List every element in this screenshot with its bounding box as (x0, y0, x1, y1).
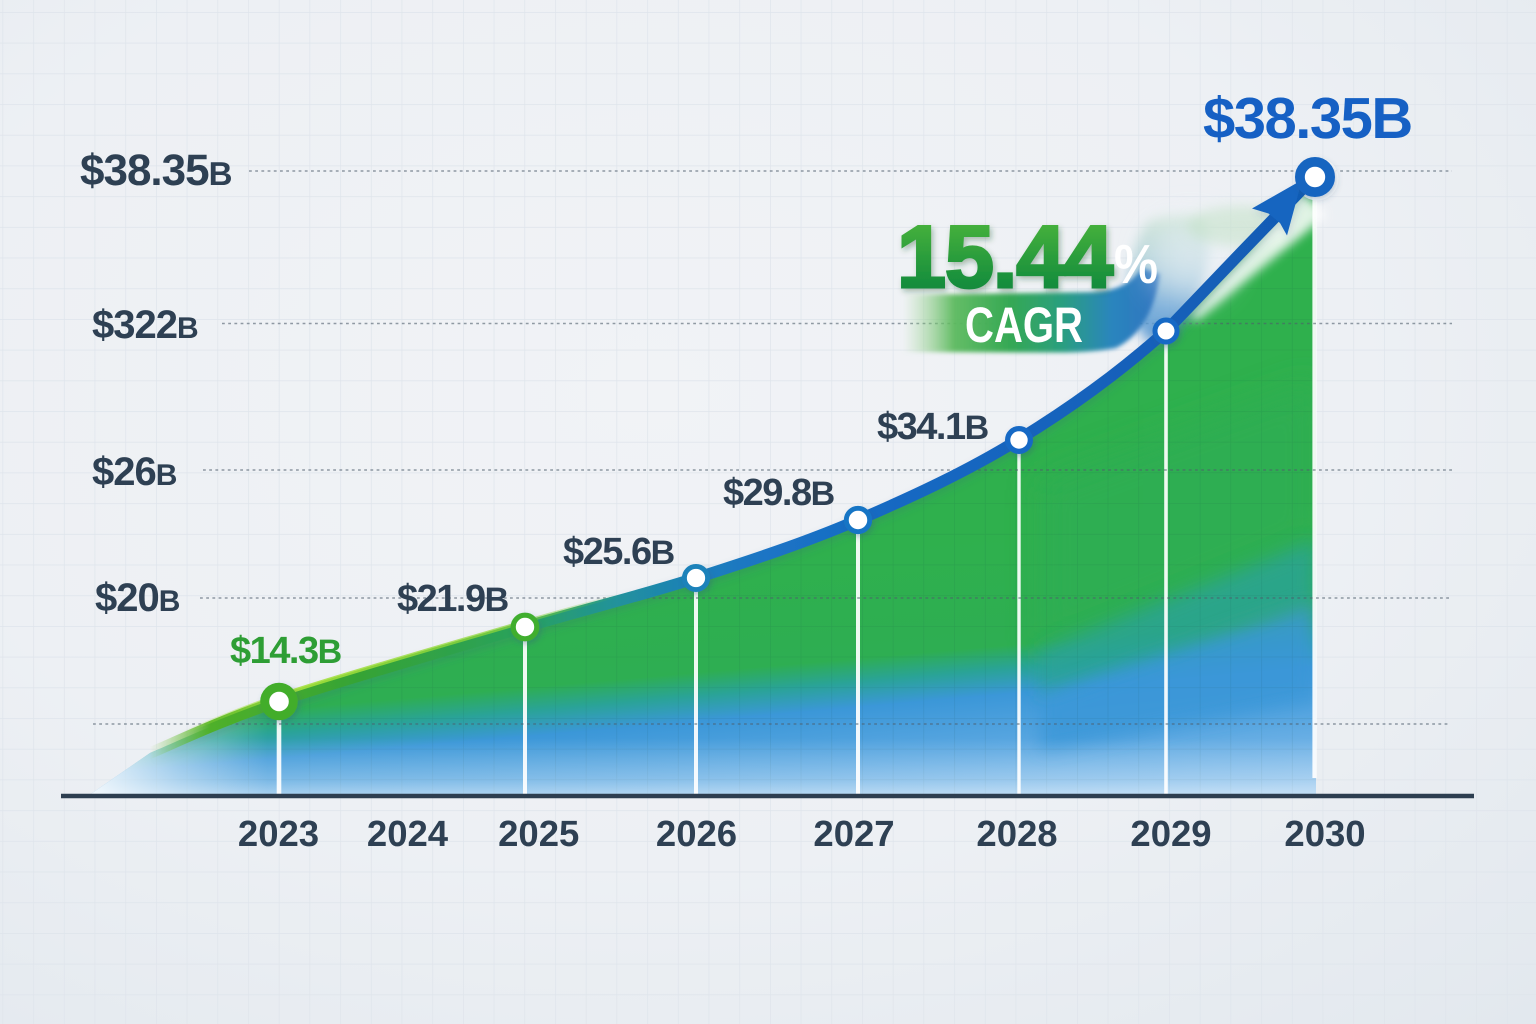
svg-text:2029: 2029 (1130, 813, 1211, 854)
svg-text:$38.35B: $38.35B (80, 146, 232, 195)
svg-text:2030: 2030 (1284, 813, 1365, 854)
svg-text:$14.3B: $14.3B (230, 630, 342, 672)
svg-text:$34.1B: $34.1B (877, 406, 989, 448)
svg-text:$25.6B: $25.6B (563, 531, 675, 573)
svg-text:2027: 2027 (813, 813, 894, 854)
svg-text:2028: 2028 (976, 813, 1057, 854)
svg-text:15.44: 15.44 (897, 207, 1113, 306)
svg-text:2024: 2024 (367, 813, 449, 854)
svg-text:$38.35B: $38.35B (1203, 86, 1412, 151)
svg-text:%: % (1114, 233, 1158, 295)
svg-text:2026: 2026 (656, 813, 737, 854)
svg-text:$20B: $20B (95, 576, 180, 620)
svg-text:CAGR: CAGR (965, 297, 1083, 353)
svg-text:2025: 2025 (498, 813, 579, 854)
svg-text:$29.8B: $29.8B (723, 472, 835, 514)
svg-text:2023: 2023 (238, 813, 319, 854)
svg-text:$21.9B: $21.9B (397, 578, 509, 620)
